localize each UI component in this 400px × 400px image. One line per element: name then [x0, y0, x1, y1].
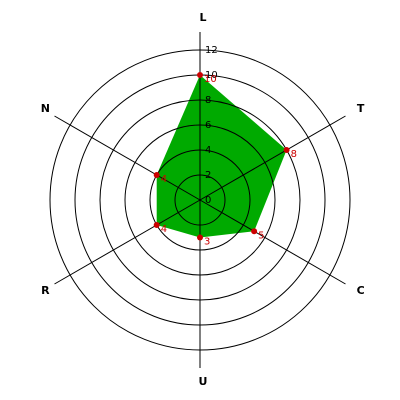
axis-line — [199, 199, 346, 285]
value-label: 8 — [291, 149, 297, 160]
value-label: 10 — [204, 74, 217, 85]
axis-line — [54, 115, 201, 201]
r-tick-label: 0 — [205, 195, 211, 206]
marker — [197, 234, 203, 241]
axis-label: N — [41, 102, 50, 115]
data-area — [156, 75, 287, 238]
r-tick-label: 4 — [205, 145, 211, 156]
r-tick-label: 12 — [205, 45, 218, 56]
value-label: 5 — [258, 230, 264, 241]
axis-label: U — [199, 375, 208, 388]
marker — [283, 147, 290, 153]
axis-label: L — [199, 11, 206, 24]
marker — [153, 172, 160, 178]
axis-label: T — [357, 102, 365, 115]
value-label: 3 — [204, 237, 210, 248]
axis-line — [54, 199, 201, 285]
marker — [197, 72, 203, 78]
r-tick-label: 2 — [205, 170, 211, 181]
marker — [153, 222, 160, 228]
value-label: 4 — [161, 174, 167, 185]
r-tick-label: 8 — [205, 95, 211, 106]
axis-label: C — [357, 284, 365, 297]
value-label: 4 — [161, 224, 167, 235]
r-tick-label: 10 — [205, 70, 218, 81]
axis-label: R — [41, 284, 50, 297]
axis-line — [199, 115, 346, 201]
marker — [251, 228, 258, 235]
r-tick-label: 6 — [205, 120, 211, 131]
